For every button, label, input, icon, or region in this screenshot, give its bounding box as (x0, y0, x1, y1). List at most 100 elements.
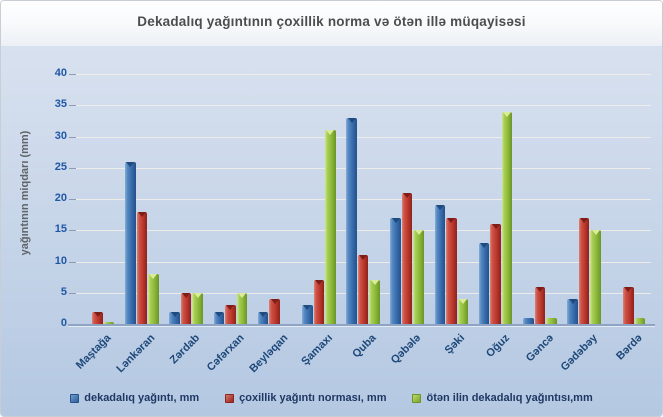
y-tick-mark (69, 230, 76, 232)
y-axis-title: yağıntının miqdarı (mm) (19, 130, 31, 256)
bar-1-8 (446, 217, 457, 324)
legend-label: ötən ilin dekadalıq yağıntısı,mm (426, 392, 593, 404)
bar-1-2 (180, 292, 192, 324)
y-tick-label: 0 (60, 317, 67, 329)
bar-top-notch (480, 242, 489, 248)
bar-2-6 (369, 280, 380, 324)
bar-1-3 (225, 305, 236, 324)
bar-0-4 (257, 311, 269, 324)
y-tick-label: 20 (54, 192, 67, 204)
bar-top-notch (591, 230, 600, 236)
bar-top-notch (503, 111, 512, 117)
bar-1-6 (357, 255, 369, 324)
bar-0-10 (523, 317, 534, 324)
bar-top-notch (137, 211, 146, 217)
legend-swatch-icon (225, 393, 235, 403)
gridline (76, 136, 651, 138)
bar-0-1 (125, 161, 136, 324)
bar-top-notch (259, 311, 268, 317)
y-tick-mark (69, 167, 76, 169)
gridline (76, 167, 651, 169)
bar-0-2 (169, 311, 180, 324)
y-tick-mark (69, 292, 76, 294)
y-tick-label: 15 (54, 223, 67, 236)
bar-1-5 (313, 280, 325, 324)
bar-2-10 (546, 317, 557, 324)
y-tick-label: 30 (54, 129, 67, 142)
bar-top-notch (347, 117, 356, 123)
y-tick-label: 35 (54, 98, 67, 111)
bar-top-notch (580, 217, 589, 223)
legend-item-2: ötən ilin dekadalıq yağıntısı,mm (412, 392, 593, 404)
gridline (76, 74, 651, 75)
bar-1-1 (136, 211, 148, 324)
x-axis-line (68, 324, 655, 326)
bar-top-notch (237, 292, 246, 298)
bar-0-8 (434, 205, 446, 324)
gridline (76, 199, 651, 200)
legend-item-1: çoxillik yağıntı norması, mm (225, 392, 386, 404)
y-tick-label: 5 (60, 285, 67, 298)
bar-1-11 (578, 217, 590, 324)
bar-2-1 (148, 274, 159, 324)
title-band (1, 1, 662, 46)
y-tick-mark (69, 199, 76, 200)
y-tick-mark (69, 105, 76, 107)
y-tick-label: 25 (54, 160, 67, 173)
legend: dekadalıq yağıntı, mm çoxillik yağıntı no… (1, 392, 662, 404)
legend-label: çoxillik yağıntı norması, mm (239, 392, 387, 404)
bar-top-notch (149, 274, 158, 279)
bar-top-notch (359, 255, 367, 261)
bar-top-notch (447, 217, 456, 223)
bar-2-2 (192, 292, 203, 324)
bar-top-notch (270, 299, 279, 304)
bar-top-notch (435, 205, 444, 211)
bar-top-notch (93, 311, 102, 317)
bar-top-notch (568, 299, 577, 304)
bar-0-3 (213, 311, 225, 324)
bar-top-notch (458, 299, 467, 304)
legend-swatch-icon (412, 393, 422, 403)
bar-0-5 (302, 305, 313, 324)
bar-top-notch (326, 130, 335, 136)
bar-top-notch (535, 286, 544, 292)
bar-top-notch (624, 286, 633, 292)
bar-2-0 (103, 321, 115, 324)
bar-2-12 (634, 317, 646, 324)
bar-1-9 (490, 224, 501, 324)
y-tick-mark (69, 74, 76, 75)
bar-2-9 (501, 111, 513, 324)
bar-1-10 (534, 286, 546, 324)
bar-1-12 (623, 286, 634, 324)
bar-top-notch (170, 311, 179, 317)
gridline (76, 105, 651, 107)
bar-top-notch (314, 280, 323, 286)
bar-2-11 (590, 230, 601, 324)
bar-top-notch (370, 280, 379, 286)
bar-0-6 (346, 117, 357, 324)
bar-top-notch (391, 217, 400, 223)
bar-top-notch (403, 192, 412, 198)
y-tick-mark (69, 261, 76, 263)
bar-0-11 (567, 299, 578, 324)
bar-top-notch (414, 230, 423, 236)
legend-label: dekadalıq yağıntı, mm (84, 392, 200, 404)
bar-top-notch (491, 224, 500, 229)
y-tick-label: 10 (54, 254, 67, 267)
legend-item-0: dekadalıq yağıntı, mm (70, 392, 199, 404)
bar-0-7 (390, 217, 401, 324)
bar-1-7 (401, 192, 413, 324)
bar-2-3 (236, 292, 248, 324)
bar-top-notch (182, 292, 191, 298)
bar-top-notch (126, 161, 135, 167)
y-tick-label: 40 (54, 67, 67, 79)
bar-top-notch (226, 305, 235, 311)
gridline (76, 230, 651, 232)
bar-2-5 (325, 130, 336, 324)
bar-top-notch (193, 292, 202, 298)
bar-1-0 (92, 311, 103, 324)
bar-0-9 (478, 242, 490, 324)
chart-title: Dekadalıq yağıntının çoxillik norma və ö… (137, 14, 526, 29)
bar-2-8 (457, 299, 469, 324)
bar-top-notch (214, 311, 223, 317)
